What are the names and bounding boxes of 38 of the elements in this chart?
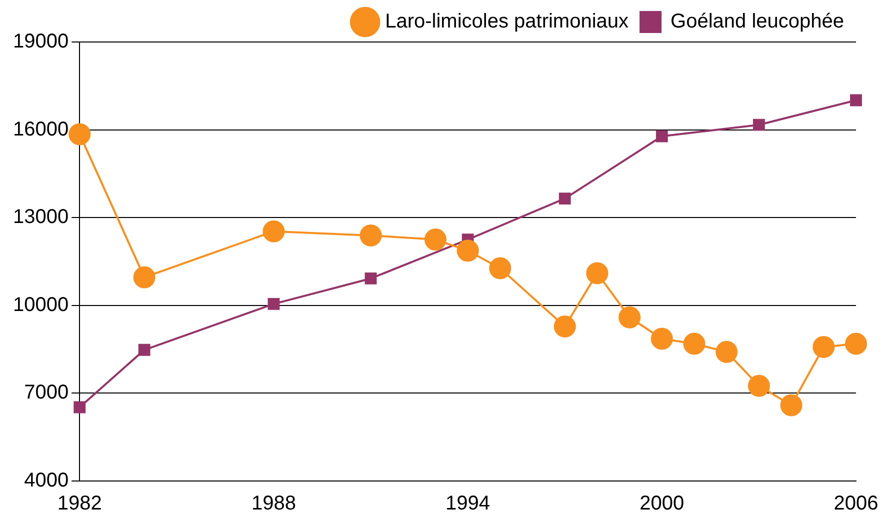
- point: [456, 240, 479, 262]
- point: [360, 224, 382, 246]
- legend-label: Laro-limicoles patrimoniaux: [385, 10, 629, 33]
- point: [753, 118, 765, 131]
- point: [268, 298, 280, 310]
- point: [650, 328, 673, 350]
- point: [554, 315, 576, 338]
- point: [850, 94, 862, 106]
- point: [618, 306, 641, 328]
- point: [558, 192, 571, 205]
- x-tick-label: 2000: [640, 492, 684, 515]
- point: [489, 257, 512, 280]
- y-tick-label: 16000: [12, 118, 69, 140]
- point: [812, 336, 835, 358]
- y-tick-label: 13000: [12, 206, 69, 228]
- point: [424, 228, 446, 251]
- point: [68, 123, 91, 146]
- point: [74, 401, 86, 414]
- point: [138, 344, 150, 356]
- point: [845, 332, 867, 355]
- point: [748, 374, 770, 397]
- point: [133, 266, 156, 288]
- y-tick-label: 19000: [12, 30, 69, 53]
- point: [683, 332, 706, 355]
- point: [780, 394, 802, 416]
- x-tick-label: 1982: [57, 492, 102, 515]
- point: [262, 220, 285, 242]
- x-tick-label: 2006: [834, 492, 878, 515]
- x-tick-label: 1988: [251, 492, 296, 515]
- x-tick-label: 1994: [446, 492, 490, 515]
- point: [656, 130, 668, 142]
- point: [716, 340, 738, 363]
- point: [364, 272, 377, 284]
- y-tick-label: 4000: [24, 470, 69, 492]
- y-tick-label: 7000: [24, 382, 69, 404]
- legend-label: Goéland leucophée: [670, 10, 844, 33]
- point: [586, 262, 608, 284]
- y-tick-label: 10000: [12, 294, 69, 316]
